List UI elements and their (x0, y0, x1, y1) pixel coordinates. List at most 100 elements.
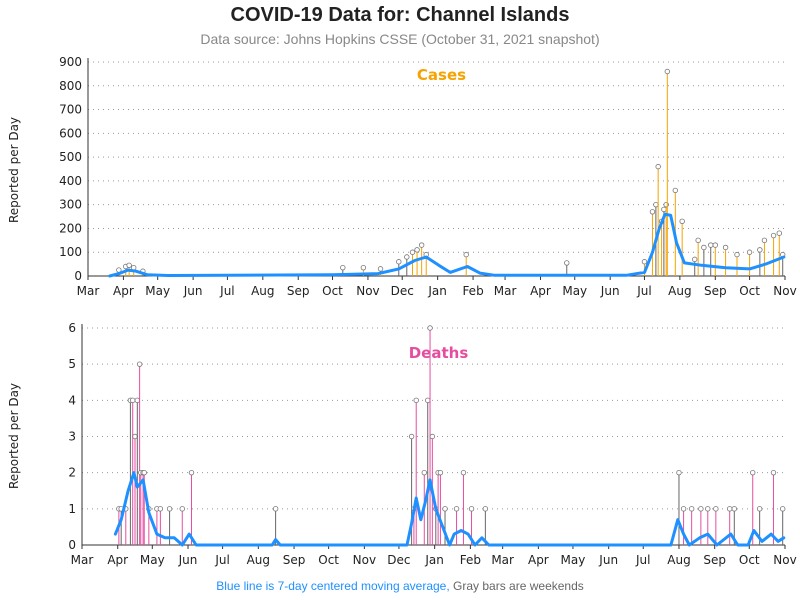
y-tick-label: 100 (59, 245, 82, 259)
y-tick-label: 1 (68, 502, 76, 516)
data-point-marker (712, 242, 718, 248)
x-tick-label: Jun (598, 553, 618, 567)
data-point-marker (134, 397, 141, 404)
panel-title: Deaths (409, 344, 469, 362)
data-point-marker (779, 506, 786, 512)
x-tick-label: May (562, 284, 587, 298)
panel-title: Cases (417, 66, 466, 84)
x-tick-label: Oct (318, 553, 339, 567)
y-tick-label: 500 (59, 150, 82, 164)
data-point-marker (126, 262, 132, 268)
data-point-marker (272, 506, 279, 512)
data-point-marker (141, 469, 147, 476)
x-tick-label: Jul (214, 553, 229, 567)
x-tick-label: Aug (247, 553, 270, 567)
data-point-marker (705, 506, 711, 512)
x-tick-label: Oct (739, 553, 760, 567)
data-point-marker (664, 68, 671, 75)
y-axis-label: Reported per Day (7, 117, 21, 223)
data-point-marker (722, 244, 729, 251)
data-point-marker (756, 506, 763, 512)
data-point-marker (761, 237, 768, 244)
y-tick-label: 0 (74, 269, 82, 283)
y-tick-label: 300 (59, 198, 82, 212)
page-subtitle: Data source: Johns Hopkins CSSE (October… (200, 31, 600, 47)
footnote-weekend: Gray bars are weekends (453, 579, 584, 593)
data-point-marker (726, 506, 733, 512)
data-point-marker (731, 506, 737, 512)
x-tick-label: Jun (600, 284, 620, 298)
y-tick-label: 2 (68, 466, 76, 480)
data-point-marker (427, 325, 433, 331)
data-point-marker (157, 506, 164, 512)
data-point-marker (750, 469, 756, 476)
y-axis-label: Reported per Day (7, 383, 21, 489)
x-tick-label: Apr (107, 553, 128, 567)
x-tick-label: Jun (178, 553, 198, 567)
y-tick-label: 200 (59, 221, 82, 235)
data-point-marker (655, 163, 661, 170)
data-point-marker (136, 361, 143, 367)
data-point-marker (661, 206, 667, 213)
data-point-marker (429, 433, 436, 440)
data-point-marker (463, 251, 469, 258)
data-point-marker (672, 187, 679, 194)
footnote-moving-average: Blue line is 7-day centered moving avera… (216, 579, 450, 593)
x-tick-label: Feb (460, 553, 481, 567)
data-point-marker (132, 433, 138, 440)
data-point-marker (442, 506, 448, 512)
y-tick-label: 700 (59, 103, 82, 117)
x-tick-label: Dec (387, 553, 410, 567)
x-tick-label: Aug (668, 284, 691, 298)
y-tick-label: 6 (68, 321, 76, 335)
x-tick-label: Sep (283, 553, 306, 567)
data-point-marker (641, 259, 648, 265)
x-tick-label: Jan (424, 553, 444, 567)
data-point-marker (698, 506, 704, 512)
data-point-marker (692, 256, 698, 263)
x-tick-label: Oct (739, 284, 760, 298)
data-point-marker (713, 506, 719, 512)
x-tick-label: Mar (71, 553, 94, 567)
data-point-marker (695, 237, 701, 244)
y-tick-label: 800 (59, 79, 82, 93)
data-point-marker (188, 469, 195, 476)
data-point-marker (680, 506, 687, 512)
x-tick-label: Jun (183, 284, 203, 298)
x-tick-label: Jul (636, 284, 651, 298)
x-tick-label: Apr (528, 553, 549, 567)
x-tick-label: Sep (704, 284, 727, 298)
data-point-marker (770, 469, 777, 476)
data-point-marker (360, 264, 367, 271)
x-tick-label: May (145, 284, 170, 298)
data-point-marker (460, 469, 467, 476)
data-point-marker (425, 397, 431, 404)
data-point-marker (757, 247, 763, 253)
data-point-marker (701, 244, 707, 251)
x-tick-label: Oct (322, 284, 343, 298)
data-point-marker (734, 251, 740, 258)
data-point-marker (130, 397, 136, 404)
data-point-marker (408, 433, 415, 440)
data-point-marker (453, 506, 460, 512)
data-point-marker (377, 266, 384, 272)
x-tick-label: Dec (391, 284, 414, 298)
data-point-marker (340, 264, 346, 271)
data-point-marker (409, 249, 416, 255)
y-tick-label: 4 (68, 393, 76, 407)
x-tick-label: May (561, 553, 586, 567)
data-point-marker (776, 230, 782, 236)
data-point-marker (653, 201, 659, 208)
y-tick-label: 5 (68, 357, 76, 371)
x-tick-label: Mar (77, 284, 100, 298)
y-tick-label: 600 (59, 126, 82, 140)
y-tick-label: 0 (68, 538, 76, 552)
x-tick-label: Nov (773, 553, 796, 567)
data-point-marker (179, 506, 185, 512)
data-point-marker (396, 259, 402, 265)
data-point-marker (404, 254, 410, 260)
deaths-panel: 0 1 2 3 4 5 6 Mar Apr May Jun Jul Aug Sep Oct Nov Dec Jan… (7, 321, 797, 567)
y-tick-label: 900 (59, 55, 82, 69)
x-tick-label: Nov (356, 284, 379, 298)
